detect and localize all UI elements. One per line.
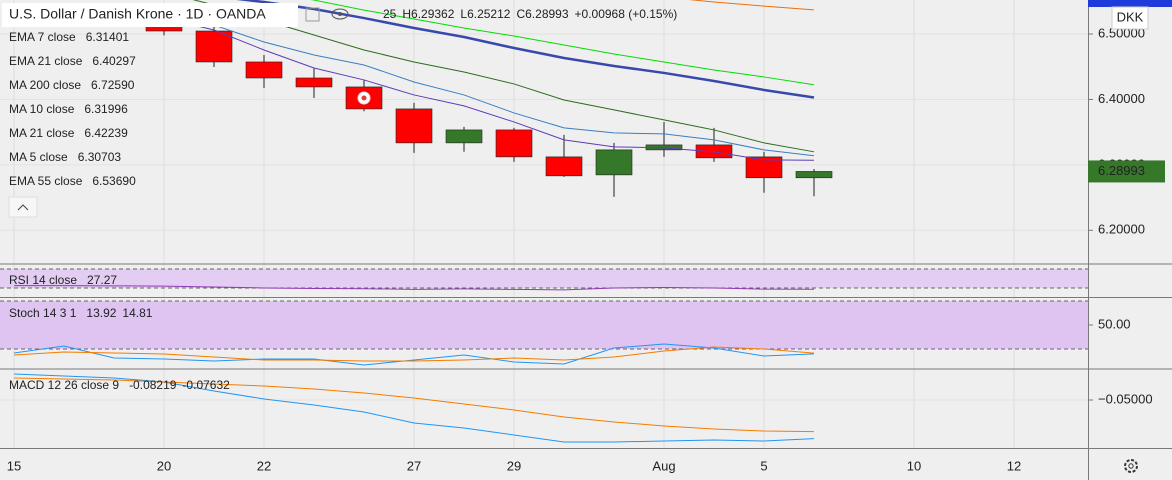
currency-box: [1111, 6, 1149, 30]
candle-body: [695, 144, 733, 159]
legend-value: 6.42239: [84, 126, 128, 140]
header-value: H6.29362: [402, 7, 454, 21]
title-box: [2, 3, 298, 27]
indicator-line: [13, 346, 815, 362]
chart-title: U.S. Dollar / Danish Krone · 1D · OANDA: [9, 6, 266, 22]
indicator-line: [163, 14, 815, 157]
legend-value: 27.27: [87, 273, 117, 287]
settings-gear-center: [1128, 463, 1134, 469]
icon-eye-pupil: [338, 12, 342, 16]
legend-name: EMA 21 close: [9, 54, 83, 68]
legend-value: 13.92: [86, 306, 116, 320]
indicator-line: [13, 373, 815, 443]
legend-name: MA 200 close: [9, 78, 81, 92]
y-tick-label: 6.40000: [1098, 91, 1145, 106]
price-tag: [1088, 160, 1165, 183]
candle-body: [445, 129, 483, 144]
x-tick-label: 27: [407, 458, 421, 473]
icon-hide[interactable]: [305, 7, 320, 22]
x-tick-label: Aug: [652, 458, 675, 473]
candle-body: [545, 156, 583, 177]
indicator-line: [13, 343, 815, 366]
panel-title: RSI 14 close: [9, 273, 77, 287]
candle-body: [595, 149, 633, 176]
x-tick-label: 5: [760, 458, 767, 473]
legend-value: 6.53690: [92, 174, 136, 188]
currency: DKK: [1117, 9, 1144, 24]
candle-body: [245, 61, 283, 79]
indicator-line: [13, 377, 815, 433]
legend-name: MA 21 close: [9, 126, 75, 140]
legend-value: -0.08219: [129, 378, 177, 392]
icon-eye[interactable]: [331, 8, 349, 20]
panel-title: Stoch 14 3 1: [9, 306, 77, 320]
panel-title: MACD 12 26 close 9: [9, 378, 119, 392]
indicator-line: [163, 17, 815, 161]
x-tick-label: 15: [7, 458, 21, 473]
header-value: C6.28993: [516, 7, 568, 21]
x-tick-label: 12: [1007, 458, 1021, 473]
header-value: L6.25212: [460, 7, 510, 21]
collapse-icon: [17, 204, 29, 211]
settings-gear[interactable]: [1124, 459, 1138, 473]
x-tick-label: 29: [507, 458, 521, 473]
legend-value: -0.07632: [182, 378, 230, 392]
candle-body: [395, 108, 433, 144]
header-value: +0.00968 (+0.15%): [575, 7, 678, 21]
candle-body: [495, 129, 533, 158]
legend-value: 6.30703: [78, 150, 122, 164]
indicator-line: [310, 0, 815, 86]
x-tick-label: 20: [157, 458, 171, 473]
candle-body: [795, 171, 833, 179]
macd-panel: [13, 373, 815, 443]
legend-value: 6.31996: [84, 102, 128, 116]
price-tag-label: 6.28993: [1098, 163, 1145, 178]
y-tick-label: 6.20000: [1098, 222, 1145, 237]
legend-value: 6.72590: [91, 78, 135, 92]
top-price-tag: [1088, 0, 1172, 7]
event-marker-dot: [361, 95, 367, 101]
legend-value: 6.31401: [86, 30, 130, 44]
band-fill: [0, 268, 1088, 288]
x-tick-label: 22: [257, 458, 271, 473]
rsi-panel: [0, 268, 1088, 291]
candle-body: [295, 77, 333, 88]
candle-body: [745, 156, 783, 179]
y-tick-label: −0.05000: [1098, 391, 1153, 406]
header-value: 25: [383, 7, 397, 21]
legend-name: EMA 55 close: [9, 174, 83, 188]
y-tick-label: 50.00: [1098, 316, 1131, 331]
candle-body: [195, 30, 233, 63]
indicator-line: [688, 0, 815, 11]
legend-name: EMA 7 close: [9, 30, 76, 44]
legend-name: MA 5 close: [9, 150, 68, 164]
collapse-button[interactable]: [8, 196, 38, 218]
legend-value: 6.40297: [92, 54, 136, 68]
legend-value: 14.81: [122, 306, 152, 320]
legend-name: MA 10 close: [9, 102, 75, 116]
stoch-panel: [0, 300, 1088, 366]
band-fill: [0, 301, 1088, 349]
indicator-line: [14, 285, 815, 291]
x-tick-label: 10: [907, 458, 921, 473]
